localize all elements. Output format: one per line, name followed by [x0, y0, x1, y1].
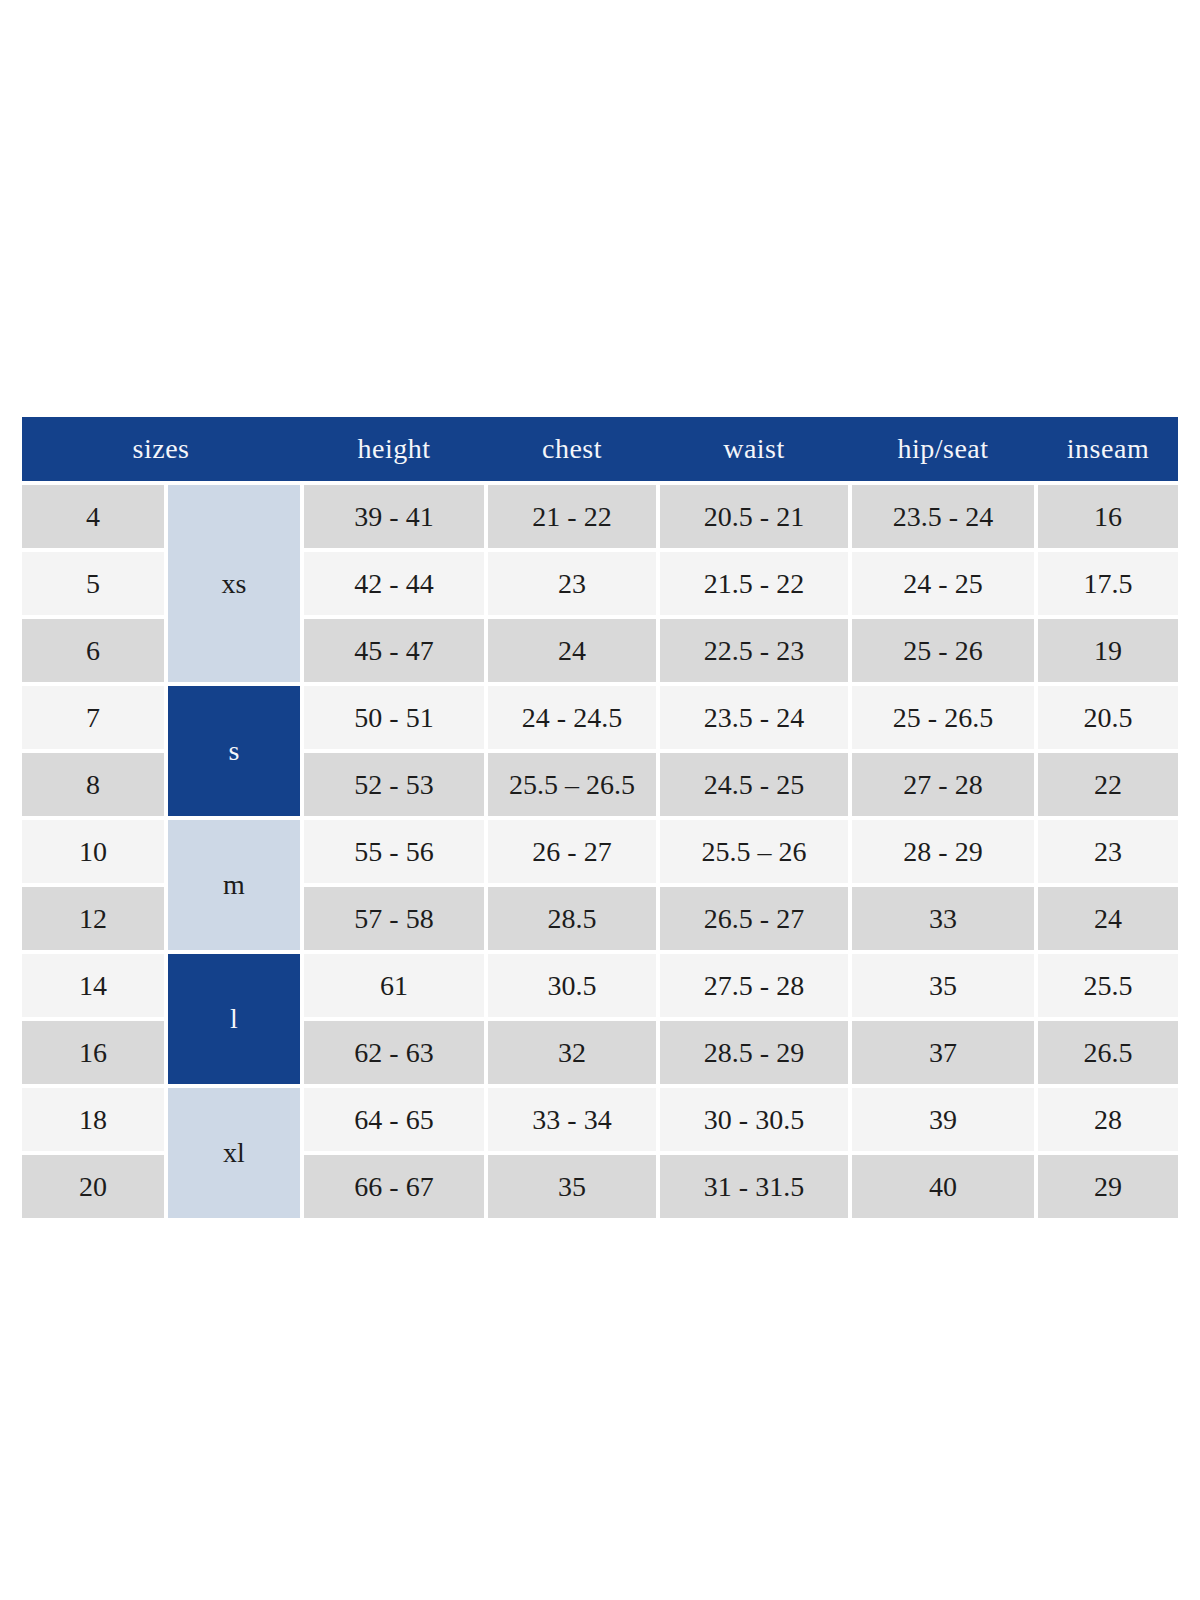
size-cell: 16 [22, 1021, 164, 1084]
column-header-waist: waist [660, 433, 848, 465]
hip-seat-cell: 37 [852, 1021, 1034, 1084]
chest-cell: 28.5 [488, 887, 656, 950]
chest-cell: 32 [488, 1021, 656, 1084]
waist-cell: 30 - 30.5 [660, 1088, 848, 1151]
hip-seat-cell: 25 - 26.5 [852, 686, 1034, 749]
inseam-cell: 26.5 [1038, 1021, 1178, 1084]
size-cell: 18 [22, 1088, 164, 1151]
inseam-cell: 24 [1038, 887, 1178, 950]
hip-seat-cell: 39 [852, 1088, 1034, 1151]
waist-cell: 20.5 - 21 [660, 485, 848, 548]
size-group-cell-xs: xs [168, 485, 300, 682]
inseam-cell: 17.5 [1038, 552, 1178, 615]
size-group-cell-xl: xl [168, 1088, 300, 1218]
table-body: xs s m l xl 4 39 - 41 21 - 22 20.5 - 21 … [22, 485, 1178, 1218]
chest-cell: 25.5 – 26.5 [488, 753, 656, 816]
hip-seat-cell: 25 - 26 [852, 619, 1034, 682]
inseam-cell: 29 [1038, 1155, 1178, 1218]
hip-seat-cell: 28 - 29 [852, 820, 1034, 883]
hip-seat-cell: 35 [852, 954, 1034, 1017]
size-group-cell-l: l [168, 954, 300, 1084]
hip-seat-cell: 27 - 28 [852, 753, 1034, 816]
height-cell: 42 - 44 [304, 552, 484, 615]
chest-cell: 33 - 34 [488, 1088, 656, 1151]
chest-cell: 23 [488, 552, 656, 615]
inseam-cell: 16 [1038, 485, 1178, 548]
waist-cell: 26.5 - 27 [660, 887, 848, 950]
size-cell: 12 [22, 887, 164, 950]
table-header-row: sizes height chest waist hip/seat inseam [22, 417, 1178, 481]
column-header-height: height [304, 433, 484, 465]
size-cell: 6 [22, 619, 164, 682]
waist-cell: 21.5 - 22 [660, 552, 848, 615]
height-cell: 50 - 51 [304, 686, 484, 749]
column-header-sizes: sizes [22, 433, 300, 465]
size-cell: 10 [22, 820, 164, 883]
size-cell: 5 [22, 552, 164, 615]
height-cell: 45 - 47 [304, 619, 484, 682]
hip-seat-cell: 24 - 25 [852, 552, 1034, 615]
chest-cell: 26 - 27 [488, 820, 656, 883]
height-cell: 64 - 65 [304, 1088, 484, 1151]
inseam-cell: 28 [1038, 1088, 1178, 1151]
height-cell: 57 - 58 [304, 887, 484, 950]
height-cell: 62 - 63 [304, 1021, 484, 1084]
column-header-chest: chest [488, 433, 656, 465]
inseam-cell: 22 [1038, 753, 1178, 816]
height-cell: 52 - 53 [304, 753, 484, 816]
chest-cell: 21 - 22 [488, 485, 656, 548]
size-chart-table: sizes height chest waist hip/seat inseam… [22, 417, 1178, 1218]
height-cell: 66 - 67 [304, 1155, 484, 1218]
size-cell: 8 [22, 753, 164, 816]
chest-cell: 24 [488, 619, 656, 682]
waist-cell: 31 - 31.5 [660, 1155, 848, 1218]
size-group-cell-m: m [168, 820, 300, 950]
waist-cell: 25.5 – 26 [660, 820, 848, 883]
column-header-inseam: inseam [1038, 433, 1178, 465]
chest-cell: 35 [488, 1155, 656, 1218]
page: sizes height chest waist hip/seat inseam… [0, 0, 1200, 1600]
size-cell: 4 [22, 485, 164, 548]
hip-seat-cell: 23.5 - 24 [852, 485, 1034, 548]
column-header-hip-seat: hip/seat [852, 433, 1034, 465]
waist-cell: 22.5 - 23 [660, 619, 848, 682]
size-cell: 7 [22, 686, 164, 749]
waist-cell: 23.5 - 24 [660, 686, 848, 749]
inseam-cell: 25.5 [1038, 954, 1178, 1017]
chest-cell: 24 - 24.5 [488, 686, 656, 749]
inseam-cell: 23 [1038, 820, 1178, 883]
size-group-cell-s: s [168, 686, 300, 816]
hip-seat-cell: 40 [852, 1155, 1034, 1218]
chest-cell: 30.5 [488, 954, 656, 1017]
size-cell: 20 [22, 1155, 164, 1218]
height-cell: 39 - 41 [304, 485, 484, 548]
hip-seat-cell: 33 [852, 887, 1034, 950]
inseam-cell: 19 [1038, 619, 1178, 682]
waist-cell: 28.5 - 29 [660, 1021, 848, 1084]
height-cell: 55 - 56 [304, 820, 484, 883]
waist-cell: 27.5 - 28 [660, 954, 848, 1017]
size-cell: 14 [22, 954, 164, 1017]
height-cell: 61 [304, 954, 484, 1017]
inseam-cell: 20.5 [1038, 686, 1178, 749]
waist-cell: 24.5 - 25 [660, 753, 848, 816]
